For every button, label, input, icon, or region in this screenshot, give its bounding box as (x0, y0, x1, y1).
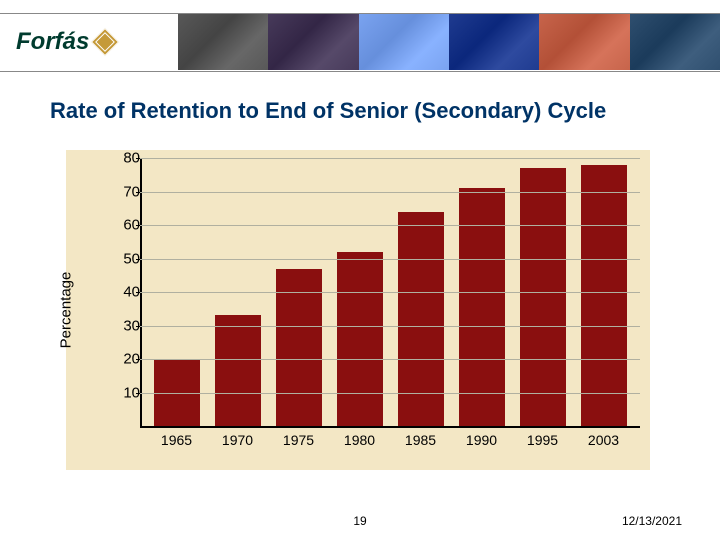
page-number: 19 (353, 514, 366, 528)
x-tick-label: 1990 (459, 432, 505, 448)
grid-line (140, 292, 640, 293)
x-tick-label: 2003 (581, 432, 627, 448)
header-rule-bottom (0, 71, 720, 72)
grid-line (140, 393, 640, 394)
bar (215, 315, 261, 426)
header-photo-seg (630, 14, 720, 70)
logo-text: Forfás (16, 28, 89, 56)
header-photo-strip (178, 14, 720, 70)
x-tick-label: 1985 (398, 432, 444, 448)
header-photo-seg (178, 14, 268, 70)
grid-line (140, 326, 640, 327)
header-photo-seg (449, 14, 539, 70)
logo: Forfás (0, 14, 178, 70)
plot-area (140, 158, 640, 426)
grid-line (140, 359, 640, 360)
y-tick-label: 50 (100, 250, 140, 267)
y-tick-label: 60 (100, 217, 140, 234)
logo-diamond-icon (91, 28, 119, 56)
y-axis-label: Percentage (58, 272, 75, 349)
bar (398, 212, 444, 426)
x-labels-group: 1965 1970 1975 1980 1985 1990 1995 2003 (140, 432, 640, 448)
bar (337, 252, 383, 426)
y-tick-label: 70 (100, 183, 140, 200)
y-tick-label: 10 (100, 384, 140, 401)
header-photo-seg (539, 14, 629, 70)
bar (459, 188, 505, 426)
grid-line (140, 192, 640, 193)
bar (520, 168, 566, 426)
date-stamp: 12/13/2021 (622, 514, 682, 528)
grid-line (140, 225, 640, 226)
y-tick-label: 20 (100, 351, 140, 368)
x-tick-label: 1970 (215, 432, 261, 448)
x-tick-label: 1975 (276, 432, 322, 448)
x-axis-line (140, 426, 640, 428)
y-tick-label: 40 (100, 284, 140, 301)
grid-line (140, 259, 640, 260)
header-photo-seg (268, 14, 358, 70)
x-tick-label: 1995 (520, 432, 566, 448)
y-tick-label: 30 (100, 317, 140, 334)
slide-title: Rate of Retention to End of Senior (Seco… (50, 98, 670, 124)
header-band: Forfás (0, 14, 720, 70)
retention-chart: Percentage 1020304050607080 196519701975… (66, 150, 650, 470)
header-photo-seg (359, 14, 449, 70)
bar (581, 165, 627, 426)
y-tick-label: 80 (100, 150, 140, 167)
x-tick-label: 1965 (154, 432, 200, 448)
grid-line (140, 158, 640, 159)
x-tick-label: 1980 (337, 432, 383, 448)
